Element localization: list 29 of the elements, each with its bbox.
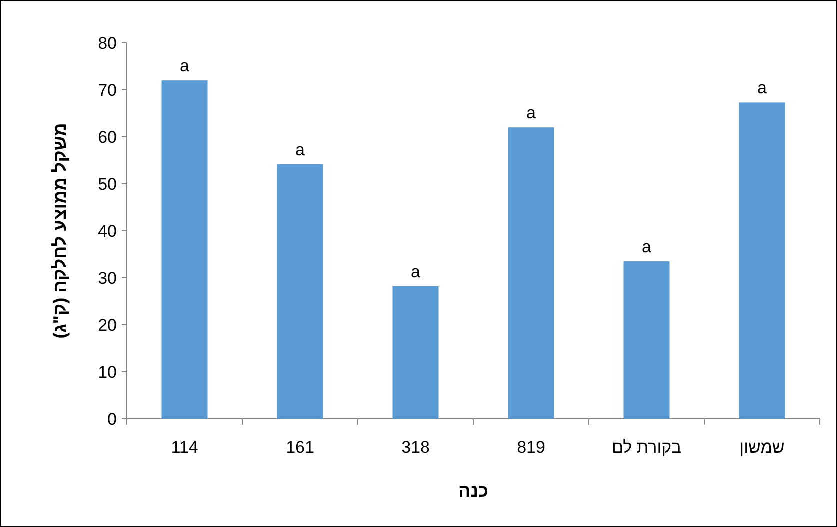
x-tick-label: שמשון [740, 438, 785, 457]
x-tick-label: בקורת לם [612, 438, 682, 457]
annotation: a [411, 262, 422, 282]
bar [624, 262, 670, 419]
annotation: a [758, 78, 768, 98]
x-tick-label: 114 [171, 438, 198, 457]
x-tick-label: 819 [517, 438, 546, 457]
bar [162, 80, 208, 419]
y-tick-label: 70 [98, 81, 117, 100]
y-tick-label: 40 [98, 222, 117, 241]
bar [392, 286, 439, 419]
bar [277, 164, 324, 419]
y-tick-label: 50 [98, 175, 117, 194]
annotation: a [296, 140, 306, 160]
annotation: a [642, 238, 652, 257]
y-tick-label: 80 [98, 34, 117, 53]
y-axis-title: משקל ממוצע לחלקה (ק"ג) [50, 123, 70, 339]
y-tick-label: 0 [108, 410, 117, 429]
x-tick-label: 318 [402, 438, 430, 457]
y-tick-label: 10 [98, 363, 117, 382]
annotation: a [526, 104, 537, 123]
bar [739, 102, 786, 419]
x-tick-label: 161 [286, 438, 314, 457]
y-tick-label: 20 [98, 316, 117, 335]
y-tick-label: 60 [98, 128, 117, 147]
bar [508, 128, 554, 419]
annotation: a [180, 56, 190, 76]
x-axis-title: כנה [458, 481, 488, 501]
y-tick-label: 30 [98, 269, 117, 288]
